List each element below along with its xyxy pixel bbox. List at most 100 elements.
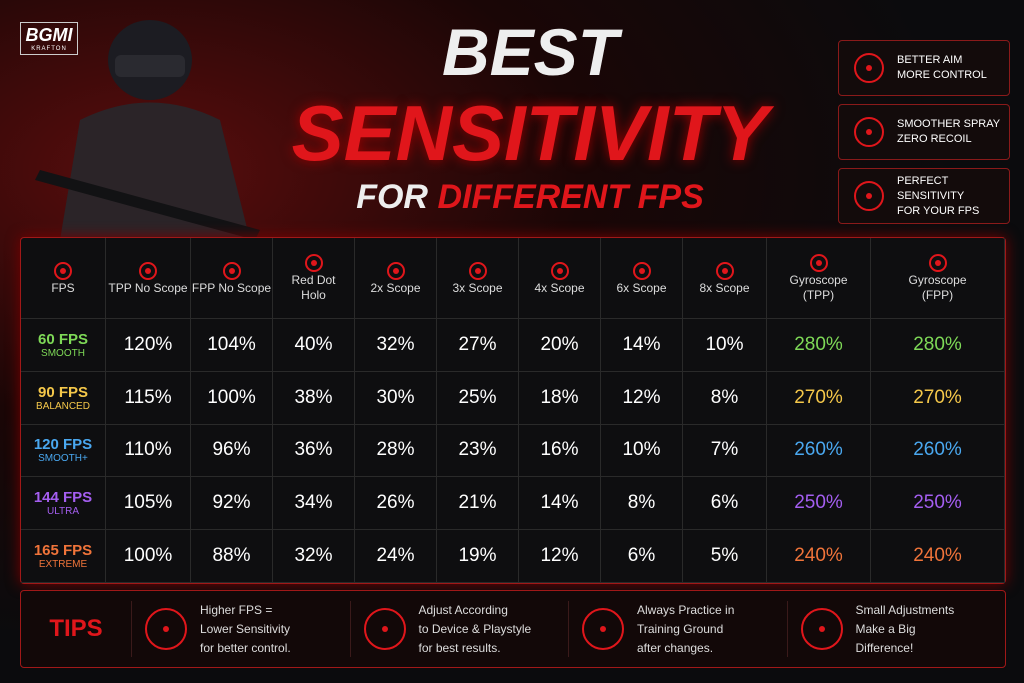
tip-line: Make a Big <box>855 621 916 636</box>
tip-line: after changes. <box>637 640 714 655</box>
feature-text: BETTER AIM MORE CONTROL <box>897 53 987 83</box>
icon <box>139 261 157 280</box>
icon <box>809 254 828 272</box>
tip: Adjust According to Device & Playstyle for… <box>349 601 569 658</box>
value-cell: 23% <box>437 424 519 478</box>
header-cell: 6x Scope <box>601 238 683 319</box>
header-text: 8x Scope <box>699 280 750 295</box>
feature-box: SMOOTHER SPRAY ZERO RECOIL <box>838 104 1010 160</box>
fps-label: 90 FPS <box>37 383 89 401</box>
title-text: FOR <box>356 178 428 216</box>
header-text: (TPP) <box>802 288 835 302</box>
value-cell: 32% <box>355 319 437 372</box>
header-cell: 8x Scope <box>683 238 767 319</box>
header-cell: 2x Scope <box>355 238 437 319</box>
value-cell: 6% <box>601 530 683 583</box>
value-cell: 25% <box>437 371 519 425</box>
fps-cell: 90 FPS BALANCED <box>21 371 106 425</box>
tip-line: for best results. <box>418 640 501 655</box>
header-text: Holo <box>301 288 326 302</box>
tip-text: Always Practice in Training Ground after c… <box>637 601 734 658</box>
header-text: FPP No Scope <box>191 280 272 295</box>
tip-line: Always Practice in <box>637 602 735 617</box>
icon <box>222 261 241 280</box>
title-line: BEST <box>441 15 619 89</box>
icon <box>468 261 487 280</box>
icon <box>715 261 734 280</box>
value-cell: 10% <box>601 424 683 478</box>
logo-title: BGMI <box>25 25 73 45</box>
value-cell: 105% <box>106 477 191 531</box>
feature-line: PERFECT SENSITIVITY <box>897 174 965 202</box>
fps-cell: 60 FPS SMOOTH <box>21 319 106 372</box>
value-cell: 270% <box>767 371 871 425</box>
header-cell: Gyroscope (FPP) <box>871 238 1005 319</box>
value-cell: 250% <box>871 477 1005 531</box>
fps-label: 120 FPS <box>33 436 93 454</box>
value-cell: 240% <box>871 530 1005 583</box>
tip-line: Small Adjustments <box>855 602 955 617</box>
tip: Small Adjustments Make a Big Difference! <box>786 601 1006 657</box>
tips-label: TIPS <box>49 615 103 642</box>
value-cell: 7% <box>683 424 767 478</box>
icon <box>854 117 884 147</box>
tip-line: to Device & Playstyle <box>418 621 532 636</box>
value-cell: 32% <box>273 530 355 583</box>
feature-line: ZERO RECOIL <box>897 133 972 145</box>
header-text: TPP No Scope <box>108 280 188 295</box>
title-line: SENSITIVITY <box>291 89 769 177</box>
value-cell: 260% <box>871 424 1005 478</box>
value-cell: 16% <box>519 424 601 478</box>
icon <box>363 608 406 650</box>
sensitivity-table: FPS TPP No Scope FPP No Scope Red Dot Holo 2x… <box>20 237 1006 584</box>
value-cell: 6% <box>683 477 767 531</box>
value-cell: 280% <box>871 319 1005 372</box>
header-text: 3x Scope <box>452 280 503 295</box>
tip-text: Adjust According to Device & Playstyle for… <box>419 601 532 658</box>
icon <box>632 261 651 280</box>
value-cell: 96% <box>191 424 273 478</box>
value-cell: 14% <box>519 477 601 531</box>
icon <box>800 608 843 650</box>
fps-cell: 144 FPS ULTRA <box>21 477 106 531</box>
feature-line: BETTER AIM <box>897 54 963 66</box>
value-cell: 270% <box>871 371 1005 425</box>
tip: Always Practice in Training Ground after c… <box>568 601 787 657</box>
header-text: 6x Scope <box>616 280 667 295</box>
header-text: (FPP) <box>921 288 954 302</box>
value-cell: 115% <box>106 371 191 425</box>
tip-line: Training Ground <box>637 621 724 636</box>
fps-mode: EXTREME <box>38 559 88 571</box>
value-cell: 240% <box>767 530 871 583</box>
fps-mode: ULTRA <box>46 506 80 518</box>
tip-text: Higher FPS = Lower Sensitivity for better … <box>200 601 291 658</box>
icon <box>386 261 405 280</box>
value-cell: 40% <box>273 319 355 372</box>
header-text: Red Dot <box>291 273 336 287</box>
title-text: DIFFERENT FPS <box>437 178 704 216</box>
value-cell: 12% <box>519 530 601 583</box>
header-cell: FPS <box>21 238 106 319</box>
value-cell: 120% <box>106 319 191 372</box>
tips-bar: TIPS Higher FPS = Lower Sensitivity for be… <box>20 590 1006 668</box>
value-cell: 21% <box>437 477 519 531</box>
fps-label: 60 FPS <box>37 330 89 348</box>
icon <box>854 181 884 211</box>
fps-mode: BALANCED <box>36 400 90 412</box>
value-cell: 12% <box>601 371 683 425</box>
tip: Higher FPS = Lower Sensitivity for better … <box>131 601 350 657</box>
fps-mode: SMOOTH <box>41 347 85 359</box>
value-cell: 10% <box>683 319 767 372</box>
value-cell: 110% <box>106 424 191 478</box>
value-cell: 14% <box>601 319 683 372</box>
value-cell: 5% <box>683 530 767 583</box>
value-cell: 8% <box>683 371 767 425</box>
value-cell: 100% <box>191 371 273 425</box>
value-cell: 38% <box>273 371 355 425</box>
logo: BGMI KRAFTON <box>20 22 78 55</box>
value-cell: 88% <box>191 530 273 583</box>
header-cell: Gyroscope (TPP) <box>767 238 871 319</box>
feature-text: SMOOTHER SPRAY ZERO RECOIL <box>897 117 1000 147</box>
value-cell: 250% <box>767 477 871 531</box>
